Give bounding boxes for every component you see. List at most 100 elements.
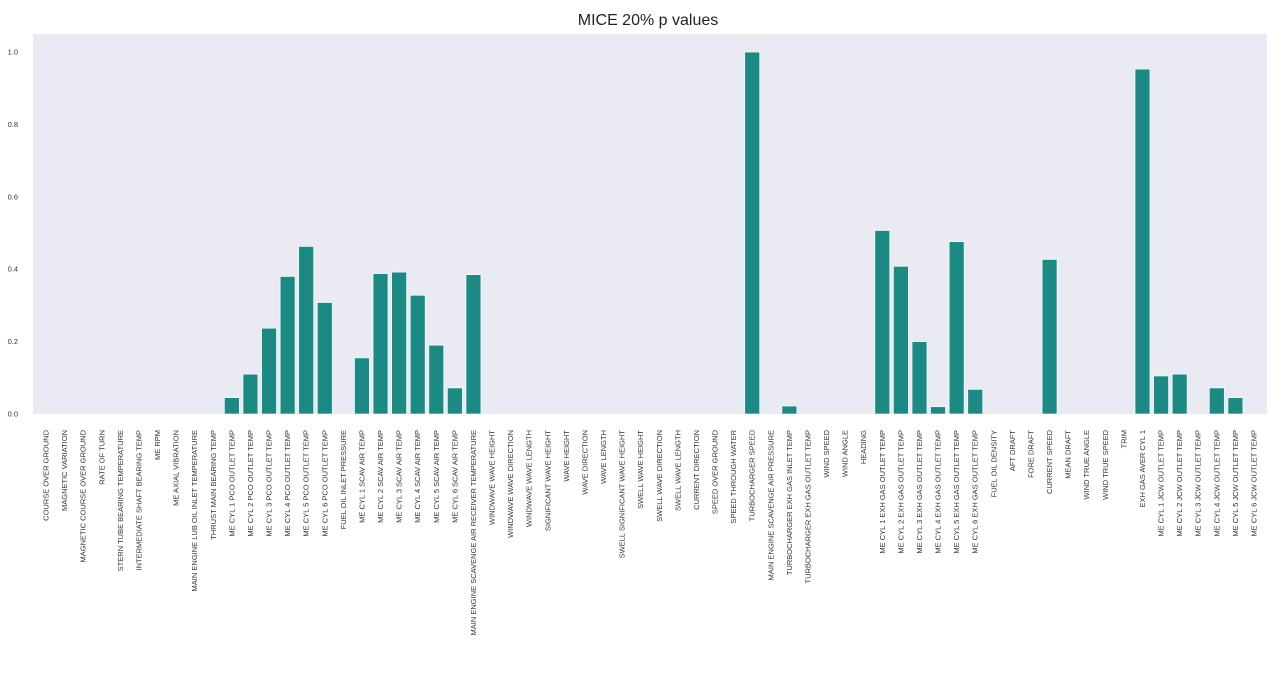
- x-tick-label: MAIN ENGINE LUB OIL INLET TEMPERATURE: [190, 430, 199, 591]
- x-tick-label: SIGNIFICANT WAVE HEIGHT: [543, 430, 552, 532]
- y-tick-label: 1.0: [8, 48, 18, 57]
- x-tick-label: HEADING: [859, 430, 868, 464]
- x-tick-label: ME CYL 4 JCW OUTLET TEMP: [1212, 430, 1221, 537]
- x-axis: COURSE OVER GROUND MAGNETIC VARIATION MAGN…: [42, 429, 1259, 635]
- x-tick-label: ME RPM: [153, 430, 162, 460]
- bar: [242, 373, 259, 415]
- x-tick-label: ME CYL 6 PCO OUTLET TEMP: [320, 430, 329, 537]
- x-tick-label: WIND TRUE ANGLE: [1082, 430, 1091, 499]
- bar: [317, 302, 333, 415]
- plot-area: [33, 34, 1267, 414]
- x-tick-label: ME CYL 1 EXH GAS OUTLET TEMP: [878, 430, 887, 554]
- x-tick-label: TURBOCHARGER EXH GAS INLET TEMP: [785, 430, 794, 575]
- x-tick-label: WINDWAVE WAVE HEIGHT: [488, 430, 497, 525]
- bar: [874, 230, 891, 415]
- bar: [744, 51, 760, 415]
- x-tick-label: MAIN ENGINE SCAVENGE AIR PRESSURE: [766, 430, 775, 580]
- x-tick-label: ME CYL 6 JCW OUTLET TEMP: [1249, 430, 1258, 537]
- x-tick-label: ME CYL 1 JCW OUTLET TEMP: [1157, 430, 1166, 537]
- x-tick-label: ME CYL 2 JCW OUTLET TEMP: [1175, 430, 1184, 537]
- x-tick-label: TRIM: [1119, 430, 1128, 448]
- x-tick-label: ME CYL 2 EXH GAS OUTLET TEMP: [896, 430, 905, 554]
- x-tick-label: MAGNETIC COURSE OVER GROUND: [79, 429, 88, 562]
- x-tick-label: COURSE OVER GROUND: [42, 429, 51, 520]
- bar: [948, 241, 965, 415]
- x-tick-label: CURRENT DIRECTION: [692, 430, 701, 510]
- bar: [911, 341, 928, 415]
- bar: [1041, 259, 1058, 415]
- bar: [1227, 397, 1244, 415]
- bar: [298, 246, 314, 415]
- x-tick-label: WIND SPEED: [822, 429, 831, 477]
- x-tick-label: ME CYL 1 PCO OUTLET TEMP: [227, 430, 236, 537]
- x-tick-label: WIND TRUE SPEED: [1101, 429, 1110, 499]
- bar: [279, 276, 296, 415]
- bar-series: [224, 51, 1244, 415]
- bar: [224, 397, 240, 415]
- y-tick-label: 0.2: [8, 337, 18, 346]
- x-tick-label: AFT DRAFT: [1008, 430, 1017, 472]
- bar: [372, 273, 389, 415]
- x-tick-label: THRUST MAIN BEARING TEMP: [209, 430, 218, 540]
- bar: [930, 406, 946, 415]
- x-tick-label: WINDWAVE WAVE LENGTH: [525, 430, 534, 527]
- y-tick-label: 0.0: [8, 410, 18, 419]
- x-tick-label: ME CYL 3 PCO OUTLET TEMP: [265, 430, 274, 537]
- x-tick-label: ME CYL 4 EXH GAS OUTLET TEMP: [934, 430, 943, 554]
- x-tick-label: ME CYL 1 SCAV AIR TEMP: [357, 430, 366, 523]
- bar: [409, 294, 426, 415]
- x-tick-label: STERN TUBE BEARING TEMPERATURE: [116, 430, 125, 571]
- x-tick-label: ME CYL 6 EXH GAS OUTLET TEMP: [971, 430, 980, 554]
- bar: [1153, 375, 1169, 415]
- x-tick-label: MAIN ENGINE SCAVENGE AIR RECEIVER TEMPER…: [469, 430, 478, 635]
- x-tick-label: WAVE DIRECTION: [580, 430, 589, 495]
- x-tick-label: ME CYL 5 JCW OUTLET TEMP: [1231, 430, 1240, 537]
- x-tick-label: ME CYL 6 SCAV AIR TEMP: [450, 430, 459, 523]
- x-tick-label: FUEL OIL DENSITY: [989, 430, 998, 497]
- x-tick-label: ME CYL 2 PCO OUTLET TEMP: [246, 430, 255, 537]
- x-tick-label: MAGNETIC VARIATION: [60, 430, 69, 511]
- bar: [1134, 68, 1151, 415]
- x-tick-label: WAVE HEIGHT: [562, 430, 571, 482]
- x-tick-label: ME CYL 2 SCAV AIR TEMP: [376, 430, 385, 523]
- x-tick-label: SPEED THROUGH WATER: [729, 429, 738, 523]
- bar: [967, 389, 983, 415]
- y-tick-label: 0.4: [8, 265, 18, 274]
- bar: [354, 357, 370, 415]
- x-tick-label: ME CYL 5 EXH GAS OUTLET TEMP: [952, 430, 961, 554]
- x-tick-label: SWELL SIGNIFICANT WAVE HEIGHT: [618, 430, 627, 559]
- x-tick-label: ME CYL 3 JCW OUTLET TEMP: [1194, 430, 1203, 537]
- bar: [428, 344, 445, 415]
- x-tick-label: MEAN DRAFT: [1064, 430, 1073, 479]
- bar: [1209, 387, 1225, 415]
- x-tick-label: SWELL WAVE HEIGHT: [636, 430, 645, 509]
- x-tick-label: SPEED OVER GROUND: [711, 429, 720, 514]
- x-tick-label: ME CYL 5 SCAV AIR TEMP: [432, 430, 441, 523]
- y-tick-label: 0.6: [8, 192, 18, 201]
- x-tick-label: SWELL WAVE DIRECTION: [655, 430, 664, 522]
- x-tick-label: ME CYL 3 SCAV AIR TEMP: [395, 430, 404, 523]
- x-tick-label: RATE OF TURN: [97, 430, 106, 485]
- bar: [781, 405, 798, 415]
- x-tick-label: EXH GAS AVER CYL 1: [1138, 430, 1147, 508]
- x-tick-label: FUEL OIL INLET PRESSURE: [339, 430, 348, 529]
- x-tick-label: WINDWAVE WAVE DIRECTION: [506, 430, 515, 538]
- bar: [1171, 373, 1188, 415]
- x-tick-label: CURRENT SPEED: [1045, 429, 1054, 494]
- bar: [391, 271, 407, 415]
- x-tick-label: INTERMEDIATE SHAFT BEARING TEMP: [134, 430, 143, 570]
- chart-title: MICE 20% p values: [578, 12, 719, 29]
- x-tick-label: ME CYL 3 EXH GAS OUTLET TEMP: [915, 430, 924, 554]
- x-tick-label: FORE DRAFT: [1026, 430, 1035, 478]
- bar: [261, 327, 277, 415]
- y-axis: 0.0 0.2 0.4 0.6 0.8 1.0: [8, 48, 18, 419]
- x-tick-label: ME CYL 4 PCO OUTLET TEMP: [283, 430, 292, 537]
- x-tick-label: TURBOCHARGER EXH GAS OUTLET TEMP: [803, 430, 812, 584]
- y-tick-label: 0.8: [8, 120, 18, 129]
- x-tick-label: WIND ANGLE: [841, 430, 850, 477]
- bar: [447, 387, 463, 415]
- x-tick-label: ME CYL 5 PCO OUTLET TEMP: [302, 430, 311, 537]
- bar: [893, 266, 909, 415]
